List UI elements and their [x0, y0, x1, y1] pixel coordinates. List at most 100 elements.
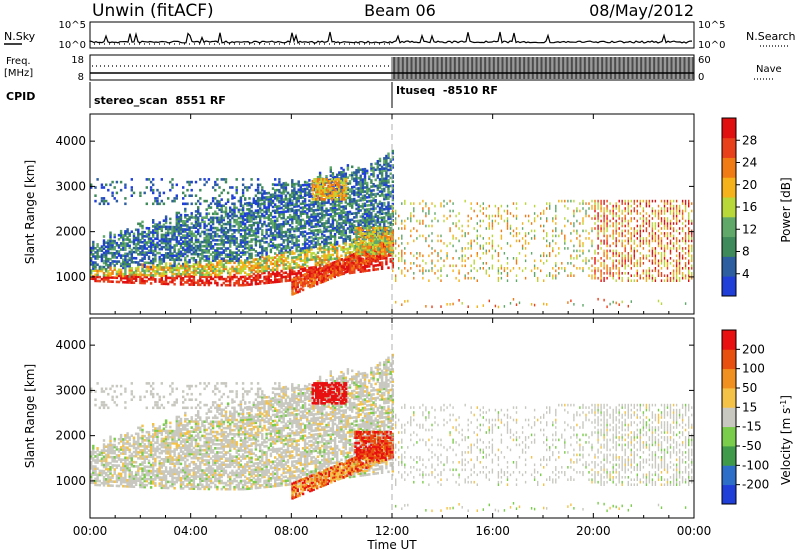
power-cell: [357, 248, 361, 252]
power-cell: [111, 270, 114, 273]
power-cell: [337, 178, 341, 181]
power-cell: [374, 219, 377, 222]
power-cell: [282, 220, 285, 224]
power-cell: [186, 246, 189, 250]
power-cell: [190, 238, 193, 242]
power-cell: [378, 216, 382, 220]
power-cell: [156, 202, 159, 206]
power-cell: [182, 277, 185, 280]
power-cell: [107, 188, 110, 192]
power-cell: [105, 267, 108, 271]
power-cell: [216, 253, 219, 256]
power-cell: [173, 238, 176, 241]
power-cell: [314, 255, 317, 259]
power-cell: [229, 241, 232, 244]
power-cell: [303, 263, 307, 266]
power-cell: [370, 199, 373, 203]
power-cell: [209, 234, 213, 238]
power-cell: [338, 228, 341, 231]
power-cell: [241, 178, 245, 181]
power-cell: [278, 257, 281, 261]
power-cell: [197, 206, 200, 209]
power-cell: [288, 213, 292, 217]
power-cell: [375, 226, 378, 230]
power-cell: [320, 198, 323, 201]
power-cell: [274, 191, 277, 195]
power-cell: [372, 189, 375, 192]
power-cell: [145, 243, 148, 246]
power-cell: [383, 256, 386, 260]
power-cell: [325, 207, 328, 211]
power-cell: [239, 261, 243, 265]
power-cell: [318, 257, 322, 260]
power-cell: [346, 237, 350, 240]
power-cell: [233, 281, 236, 285]
power-cell: [301, 267, 305, 270]
power-cell: [179, 226, 183, 229]
power-cell: [233, 218, 236, 222]
power-cell: [188, 273, 191, 276]
power-cell: [280, 186, 283, 189]
power-cell: [366, 196, 369, 199]
power-cell: [241, 191, 245, 195]
power-cell: [190, 188, 193, 192]
power-cell: [152, 241, 155, 244]
power-cell: [301, 259, 305, 262]
power-cell: [284, 220, 288, 224]
power-cell: [190, 246, 193, 250]
power-cell: [152, 261, 155, 265]
power-cell: [333, 237, 337, 240]
power-cell: [372, 215, 375, 219]
power-cell: [259, 263, 262, 267]
power-cell: [186, 228, 189, 231]
power-cell: [308, 266, 311, 270]
power-cell: [299, 184, 302, 187]
power-cell: [378, 172, 382, 175]
power-cell: [278, 243, 281, 247]
power-cell: [147, 257, 151, 261]
power-cell: [147, 251, 151, 254]
power-cell: [164, 248, 168, 251]
power-cell: [237, 220, 240, 224]
power-cell: [331, 223, 335, 226]
power-cell: [366, 265, 369, 268]
power-cell: [331, 172, 335, 175]
power-cell: [308, 248, 311, 251]
power-cell: [374, 223, 377, 226]
power-cell: [332, 179, 335, 183]
power-cell: [333, 262, 336, 266]
power-cell: [297, 215, 300, 218]
power-cell: [336, 185, 339, 188]
power-cell: [237, 263, 240, 267]
power-cell: [233, 257, 236, 261]
power-cell: [226, 237, 230, 240]
power-cell: [233, 224, 236, 228]
power-cell: [139, 253, 142, 256]
power-cell: [100, 267, 104, 271]
power-cell: [351, 230, 354, 234]
power-cell: [124, 232, 127, 235]
power-cell: [124, 242, 127, 245]
power-cell: [265, 247, 268, 250]
power-cell: [361, 206, 365, 210]
power-cell: [156, 237, 159, 241]
power-cell: [303, 180, 307, 184]
power-cell: [171, 236, 174, 239]
power-cell: [380, 257, 384, 260]
power-cell: [380, 181, 384, 185]
power-cell: [205, 180, 208, 184]
power-cell: [244, 197, 247, 200]
power-cell: [284, 251, 288, 254]
power-cell: [211, 238, 215, 242]
power-cell: [154, 237, 157, 240]
power-cell: [147, 239, 151, 242]
power-cell: [237, 277, 240, 281]
power-cell: [392, 207, 394, 210]
power-cell: [177, 254, 181, 258]
power-cell: [160, 274, 163, 277]
power-cell: [389, 176, 392, 180]
power-cell: [182, 283, 185, 286]
power-cell: [286, 210, 290, 213]
power-cell: [325, 225, 328, 229]
power-cell: [282, 247, 285, 250]
